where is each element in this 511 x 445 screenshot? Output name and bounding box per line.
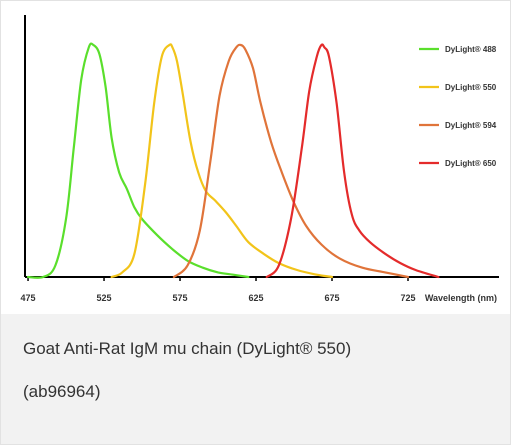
series-line-2 bbox=[110, 43, 334, 279]
x-tick-label-675: 675 bbox=[324, 293, 339, 303]
legend-label-4: DyLight® 650 bbox=[445, 159, 497, 168]
series-line-3 bbox=[172, 43, 410, 279]
legend-label-2: DyLight® 550 bbox=[445, 83, 497, 92]
caption-panel: Goat Anti-Rat IgM mu chain (DyLight® 550… bbox=[1, 314, 510, 444]
legend-label-3: DyLight® 594 bbox=[445, 121, 497, 130]
x-tick-label-725: 725 bbox=[400, 293, 415, 303]
image-caption-title: Goat Anti-Rat IgM mu chain (DyLight® 550… bbox=[23, 339, 352, 358]
emission-spectra-chart: 475 525 575 625 675 725 Wavelength (nm) DyLight… bbox=[21, 15, 499, 303]
legend-label-1: DyLight® 488 bbox=[445, 45, 497, 54]
x-tick-label-525: 525 bbox=[97, 293, 112, 303]
emission-spectra-figure[interactable]: 475 525 575 625 675 725 Wavelength (nm) DyLight… bbox=[1, 1, 510, 314]
x-tick-label-575: 575 bbox=[173, 293, 188, 303]
series-line-4 bbox=[265, 43, 440, 279]
series-line-1 bbox=[26, 42, 250, 279]
x-tick-label-475: 475 bbox=[21, 293, 36, 303]
x-axis-label: Wavelength (nm) bbox=[425, 293, 497, 303]
image-caption-id: (ab96964) bbox=[23, 382, 101, 401]
x-tick-label-625: 625 bbox=[249, 293, 264, 303]
